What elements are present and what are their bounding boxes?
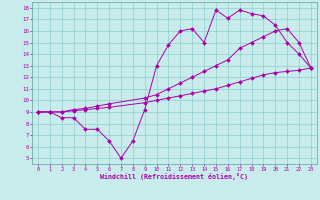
X-axis label: Windchill (Refroidissement éolien,°C): Windchill (Refroidissement éolien,°C) xyxy=(100,173,248,180)
